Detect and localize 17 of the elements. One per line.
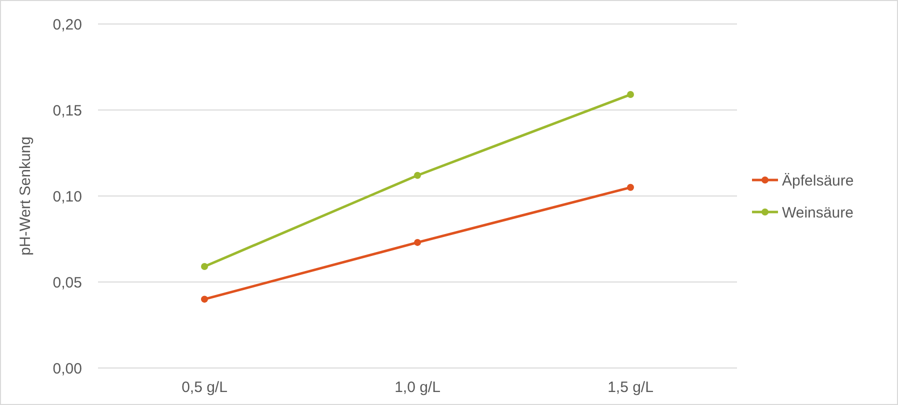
y-tick-label: 0,15 [52,102,82,120]
x-tick-label: 1,5 g/L [608,379,654,396]
legend-label: Weinsäure [782,204,854,222]
x-tick-label: 1,0 g/L [394,379,440,396]
point [414,172,421,179]
point [627,184,634,191]
point [414,238,421,246]
point [627,91,634,98]
point [201,263,208,270]
x-tick-label: 0,5 g/L [182,379,228,396]
y-tick-label: 0,00 [52,360,82,378]
y-tick-label: 0,10 [52,188,82,206]
y-axis-title: pH-Wert Senkung [17,136,34,256]
point [201,296,208,303]
y-tick-label: 0,20 [52,16,82,34]
legend-label: Äpfelsäure [782,172,854,190]
y-tick-label: 0,05 [52,274,82,292]
